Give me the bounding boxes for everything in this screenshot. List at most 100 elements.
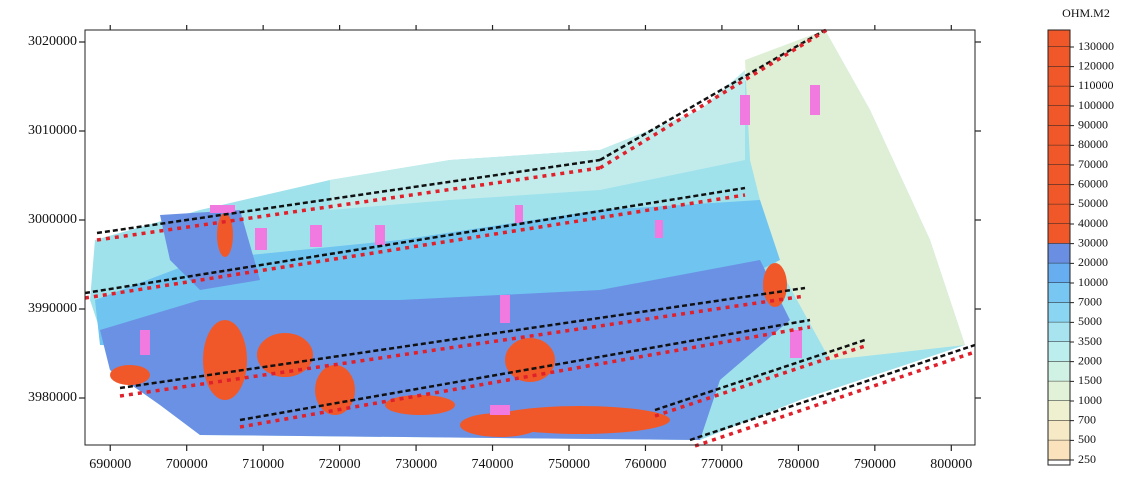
colorbar-cell xyxy=(1048,420,1070,441)
colorbar-cell xyxy=(1048,30,1070,47)
colorbar-label: 70000 xyxy=(1078,157,1108,171)
colorbar-label: 20000 xyxy=(1078,255,1108,269)
colorbar-cell xyxy=(1048,322,1070,342)
colorbar-cell xyxy=(1048,302,1070,323)
marker xyxy=(310,225,322,247)
x-tick-label: 700000 xyxy=(166,457,208,472)
profile-line xyxy=(96,158,601,235)
colorbar-cell xyxy=(1048,184,1070,205)
profile-line xyxy=(654,344,866,418)
anomaly xyxy=(217,213,233,257)
colorbar-cell xyxy=(1048,204,1070,224)
colorbar-label: 250 xyxy=(1078,452,1096,466)
y-tick-label: 3990000 xyxy=(28,301,77,316)
colorbar-cell xyxy=(1048,165,1070,185)
marker xyxy=(790,330,802,358)
colorbar-cell xyxy=(1048,86,1070,106)
profile-line xyxy=(689,343,976,442)
marker xyxy=(500,295,510,323)
profile-line xyxy=(239,325,811,429)
marker xyxy=(810,85,820,115)
profile-line xyxy=(84,193,746,300)
colorbar-label: 10000 xyxy=(1078,275,1108,289)
x-tick-label: 730000 xyxy=(395,457,437,472)
colorbar-cell xyxy=(1048,342,1070,362)
colorbar-frame xyxy=(1047,29,1071,466)
marker xyxy=(255,228,267,250)
colorbar-label: 7000 xyxy=(1078,294,1102,308)
colorbar-label: 120000 xyxy=(1078,58,1114,72)
x-tick-label: 800000 xyxy=(930,457,972,472)
colorbar-cell xyxy=(1048,243,1070,264)
colorbar-cell xyxy=(1048,440,1070,460)
x-tick-label: 710000 xyxy=(242,457,284,472)
x-tick-label: 770000 xyxy=(701,457,743,472)
x-tick-label: 790000 xyxy=(854,457,896,472)
x-tick-label: 690000 xyxy=(89,457,131,472)
colorbar-label: 130000 xyxy=(1078,39,1114,53)
colorbar-label: 110000 xyxy=(1078,78,1114,92)
x-tick-label: 720000 xyxy=(319,457,361,472)
anomaly xyxy=(257,333,313,377)
high-zone xyxy=(100,260,790,440)
axes: 690000 700000 710000 720000 730000 740000 7500… xyxy=(28,25,981,472)
colorbar-cell xyxy=(1048,361,1070,382)
profile-line xyxy=(84,186,746,295)
colorbar-label: 40000 xyxy=(1078,216,1108,230)
profile-line xyxy=(599,28,826,162)
profile-line xyxy=(694,350,976,448)
marker xyxy=(655,220,663,238)
colorbar-label: 700 xyxy=(1078,412,1096,426)
colorbar-label: 80000 xyxy=(1078,137,1108,151)
x-tick-label: 760000 xyxy=(624,457,666,472)
colorbar-cell xyxy=(1048,125,1070,146)
profile-line xyxy=(96,166,601,242)
anomaly xyxy=(110,365,150,385)
marker xyxy=(210,205,235,213)
marker xyxy=(490,405,510,415)
anomaly xyxy=(763,263,787,307)
colorbar-label: 500 xyxy=(1078,432,1096,446)
x-tick-label: 740000 xyxy=(472,457,514,472)
colorbar-cell xyxy=(1048,224,1070,244)
profile-line xyxy=(239,318,811,422)
colorbar-title: OHM.M2 xyxy=(1062,6,1110,20)
colorbar-cell xyxy=(1048,401,1070,421)
colorbar: OHM.M2 130000 120000 110000 100000 90000 8000… xyxy=(1047,6,1114,466)
profile-line xyxy=(654,338,866,412)
high-zone xyxy=(160,210,260,290)
marker xyxy=(515,205,523,223)
profile-line xyxy=(119,294,806,398)
y-tick-label: 3020000 xyxy=(28,34,77,49)
colorbar-cell xyxy=(1048,145,1070,165)
colorbar-label: 1500 xyxy=(1078,373,1102,387)
y-tick-label: 3000000 xyxy=(28,212,77,227)
colorbar-cell xyxy=(1048,263,1070,283)
colorbar-cell xyxy=(1048,66,1070,87)
colorbar-label: 100000 xyxy=(1078,98,1114,112)
colorbar-cell xyxy=(1048,283,1070,303)
anomaly xyxy=(460,413,540,437)
y-tick-label: 3980000 xyxy=(28,390,77,405)
marker xyxy=(375,225,385,245)
colorbar-label: 30000 xyxy=(1078,235,1108,249)
anomaly xyxy=(203,320,247,400)
colorbar-label: 5000 xyxy=(1078,314,1102,328)
marker xyxy=(140,330,150,355)
map-frame xyxy=(84,29,976,446)
x-tick-label: 750000 xyxy=(548,457,590,472)
low-resistivity-zone xyxy=(745,30,965,360)
marker xyxy=(740,95,750,125)
colorbar-label: 50000 xyxy=(1078,196,1108,210)
colorbar-label: 3500 xyxy=(1078,334,1102,348)
anomaly xyxy=(505,338,555,382)
field xyxy=(84,26,976,448)
light-zone xyxy=(330,70,745,210)
colorbar-cell xyxy=(1048,106,1070,126)
colorbar-label: 2000 xyxy=(1078,353,1102,367)
colorbar-cell xyxy=(1048,47,1070,67)
x-tick-label: 780000 xyxy=(777,457,819,472)
colorbar-label: 90000 xyxy=(1078,117,1108,131)
profile-line xyxy=(119,286,806,390)
